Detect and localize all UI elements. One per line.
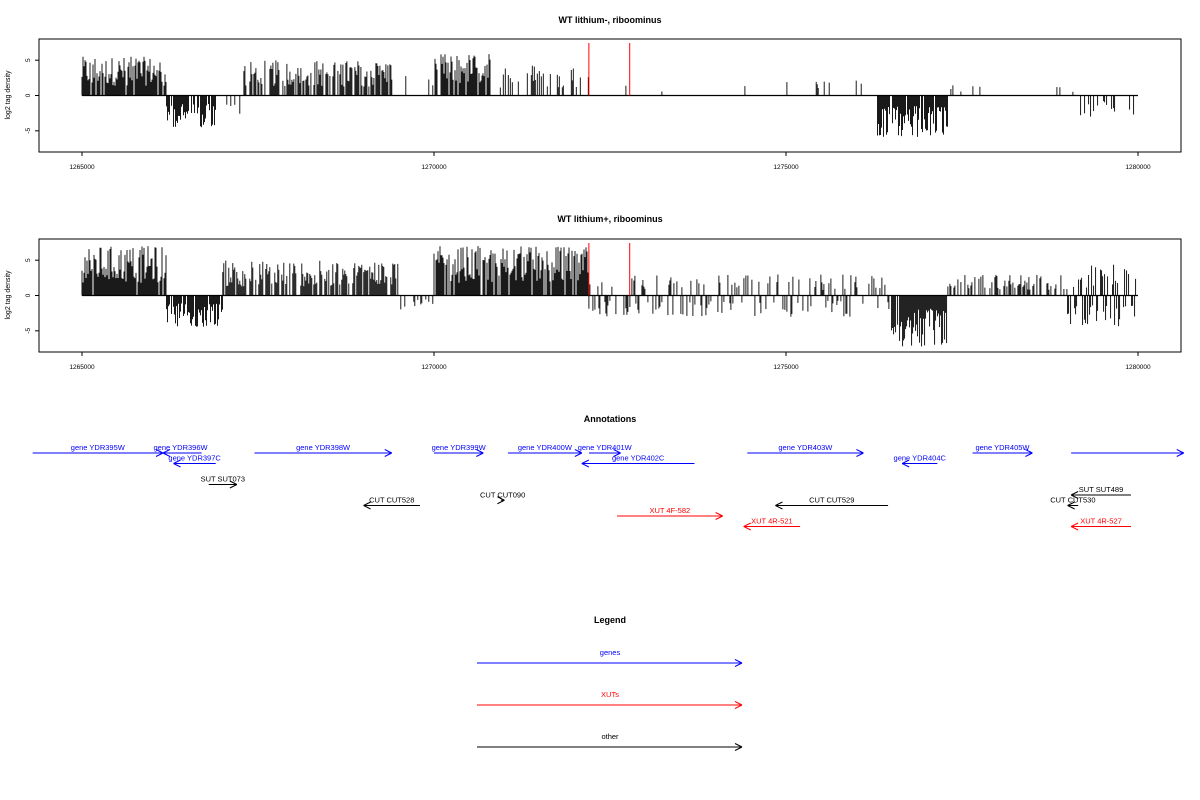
panel-title: WT lithium-, riboominus — [559, 15, 662, 25]
annotation-label: gene YDR404C — [894, 454, 947, 463]
legend-title: Legend — [594, 615, 626, 625]
annotation-arrow — [497, 496, 505, 505]
y-tick-label: 5 — [25, 258, 32, 262]
annotation-label: SUT SUT073 — [201, 475, 245, 484]
annotation-arrow — [507, 449, 583, 457]
annotation-label: XUT 4R-527 — [1080, 517, 1122, 526]
legend: genes XUTs other — [477, 648, 743, 751]
annotation-arrow — [162, 449, 202, 457]
density-bars — [81, 43, 1138, 137]
annotation-label: gene YDR401W — [578, 443, 633, 452]
annotation-arrow — [747, 449, 864, 457]
annotation-arrow — [32, 449, 164, 457]
annotation-arrow — [1071, 449, 1184, 457]
x-tick-label: 1275000 — [773, 164, 799, 171]
x-axis: 1265000 1270000 1275000 1280000 — [69, 352, 1151, 371]
legend-label: genes — [600, 648, 621, 657]
x-tick-label: 1280000 — [1125, 164, 1151, 171]
annotation-label: XUT 4R-521 — [751, 517, 793, 526]
annotation-arrow — [208, 480, 238, 489]
y-tick-label: 0 — [25, 293, 32, 297]
legend-arrow — [477, 701, 743, 709]
annotation-arrow — [581, 459, 695, 468]
annotation-arrow — [901, 459, 938, 468]
legend-arrow — [477, 659, 743, 667]
panel-title: WT lithium+, riboominus — [557, 214, 662, 224]
annotation-label: gene YDR396W — [154, 443, 209, 452]
annotation-label: gene YDR395W — [71, 443, 126, 452]
y-tick-label: -5 — [25, 328, 32, 334]
x-tick-label: 1280000 — [1125, 364, 1151, 371]
annotation-arrow — [743, 522, 801, 531]
annotation-label: gene YDR400W — [518, 443, 573, 452]
y-tick-label: 0 — [25, 93, 32, 97]
y-tick-label: 5 — [25, 58, 32, 62]
annotation-arrow — [173, 459, 216, 468]
annotation-arrow — [1070, 491, 1131, 499]
y-axis: 5 0 -5 — [25, 58, 39, 134]
annotation-label: gene YDR405W — [975, 443, 1030, 452]
legend-label: XUTs — [601, 690, 619, 699]
annotation-label: gene YDR402C — [612, 454, 665, 463]
annotation-label: CUT CUT530 — [1050, 496, 1095, 505]
y-axis-label: log2 tag density — [5, 70, 12, 120]
y-axis: 5 0 -5 — [25, 258, 39, 334]
annotation-arrow — [972, 449, 1033, 457]
annotation-arrow — [588, 449, 621, 457]
y-axis-label: log2 tag density — [5, 270, 12, 320]
annotation-label: CUT CUT529 — [809, 496, 854, 505]
annotations-title: Annotations — [584, 414, 637, 424]
legend-arrow — [477, 743, 743, 751]
annotation-arrow — [617, 512, 723, 520]
y-tick-label: -5 — [25, 128, 32, 134]
x-tick-label: 1275000 — [773, 364, 799, 371]
annotation-arrow — [775, 501, 889, 510]
annotation-arrow — [434, 449, 484, 457]
annotation-label: CUT CUT090 — [480, 490, 525, 499]
x-tick-label: 1265000 — [69, 164, 95, 171]
x-tick-label: 1270000 — [421, 164, 447, 171]
annotation-arrow — [363, 501, 420, 510]
annotation-arrow — [254, 449, 392, 457]
annotation-arrow — [1070, 522, 1131, 531]
annotation-label: gene YDR397C — [168, 454, 221, 463]
x-tick-label: 1270000 — [421, 364, 447, 371]
track-panel-lithium-plus: WT lithium+, riboominus log2 tag density… — [5, 214, 1182, 371]
x-tick-label: 1265000 — [69, 364, 95, 371]
track-panel-lithium-minus: WT lithium-, riboominus log2 tag density… — [5, 15, 1182, 171]
legend-label: other — [601, 732, 619, 741]
annotation-label: XUT 4F-582 — [649, 506, 690, 515]
x-axis: 1265000 1270000 1275000 1280000 — [69, 152, 1151, 171]
annotation-label: CUT CUT528 — [369, 496, 414, 505]
annotation-label: gene YDR398W — [296, 443, 351, 452]
annotation-label: gene YDR403W — [778, 443, 833, 452]
annotation-label: SUT SUT489 — [1079, 485, 1123, 494]
annotation-arrow — [1067, 501, 1079, 510]
density-bars — [81, 243, 1138, 347]
annotation-track: gene YDR395W gene YDR396W gene YDR397C gene… — [32, 443, 1184, 531]
annotation-label: gene YDR399W — [432, 443, 487, 452]
